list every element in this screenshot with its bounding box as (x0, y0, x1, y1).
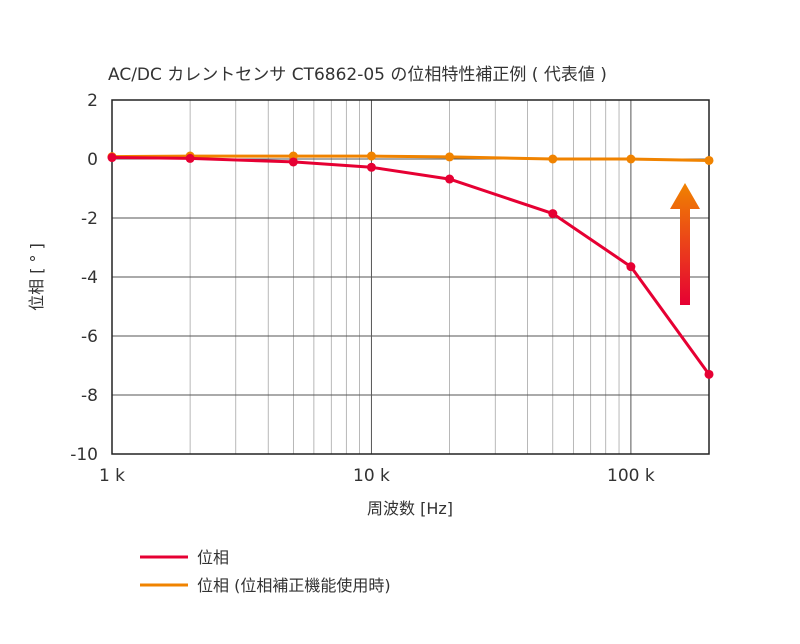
y-tick-label: -4 (81, 268, 98, 288)
y-axis-label: 位相 [ ° ] (27, 243, 46, 311)
data-point-series-0 (366, 162, 376, 172)
x-tick-label: 1 k (99, 466, 125, 486)
chart-title: AC/DC カレントセンサ CT6862-05 の位相特性補正例 ( 代表値 ) (108, 65, 607, 85)
plot-frame (111, 99, 710, 455)
y-tick-label: -8 (81, 386, 98, 406)
y-tick-label: 0 (87, 150, 98, 170)
series-lines (107, 151, 714, 379)
series-line-0 (111, 156, 711, 376)
upward-gradient-arrow-icon (670, 183, 700, 305)
data-point-series-0 (704, 369, 714, 379)
y-tick-label: -2 (81, 209, 98, 229)
grid (112, 100, 709, 454)
x-axis-label: 周波数 [Hz] (367, 499, 453, 518)
data-point-series-0 (626, 262, 636, 272)
data-point-series-1 (548, 154, 558, 164)
legend-label: 位相 (位相補正機能使用時) (197, 576, 391, 595)
legend-label: 位相 (197, 548, 229, 567)
data-point-series-0 (548, 209, 558, 219)
tick-labels: 2 0 -2 -4 -6 -8 -101 k 10 k 100 k (70, 91, 655, 486)
y-tick-label: 2 (87, 91, 98, 111)
series-line-1 (111, 154, 710, 162)
x-tick-label: 100 k (607, 466, 655, 486)
x-tick-label: 10 k (353, 466, 390, 486)
y-tick-label: -6 (81, 327, 98, 347)
data-point-series-0 (445, 174, 455, 184)
data-point-series-1 (366, 151, 376, 161)
data-point-series-0 (288, 157, 298, 167)
y-tick-label: -10 (70, 445, 98, 465)
data-point-series-1 (626, 154, 636, 164)
data-point-series-1 (704, 155, 714, 165)
data-point-series-0 (107, 153, 117, 163)
data-point-series-1 (445, 152, 455, 162)
data-point-series-0 (185, 153, 195, 163)
